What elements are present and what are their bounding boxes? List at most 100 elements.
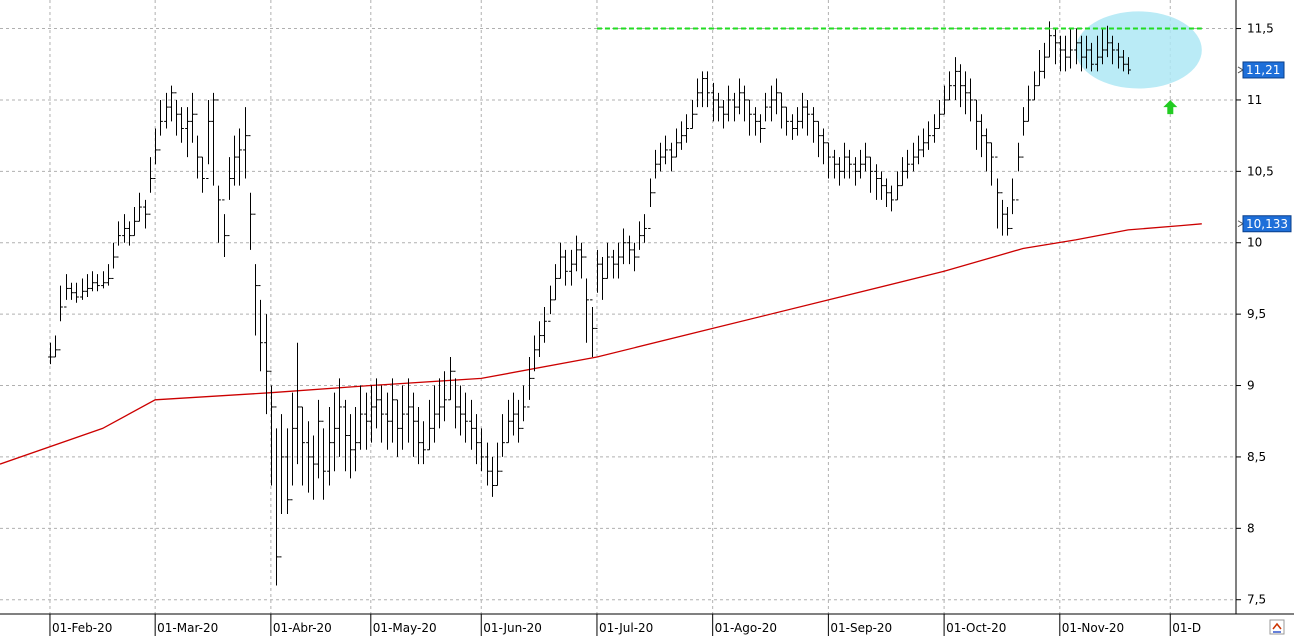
- price-bar: [958, 64, 963, 108]
- price-bar: [579, 242, 584, 279]
- x-tick-label: 01-Jul-20: [599, 621, 653, 635]
- price-bar: [1095, 35, 1100, 72]
- price-bar: [658, 142, 663, 172]
- y-tick-label: 10: [1247, 236, 1262, 250]
- price-bar: [642, 214, 647, 243]
- price-bar: [584, 256, 589, 343]
- price-bar: [1063, 35, 1068, 72]
- price-bar: [95, 274, 100, 292]
- x-tick-label: 01-Jun-20: [483, 621, 542, 635]
- price-bar: [290, 392, 295, 501]
- price-bar: [932, 114, 937, 143]
- x-tick-label: 01-Abr-20: [273, 621, 332, 635]
- price-bar: [101, 271, 106, 289]
- price-bar: [390, 378, 395, 443]
- price-bar: [58, 285, 63, 351]
- price-bar: [905, 149, 910, 179]
- price-bar: [690, 99, 695, 130]
- price-bar: [321, 420, 326, 500]
- price-bar: [974, 99, 979, 150]
- price-bar: [721, 99, 726, 129]
- price-bar: [1116, 42, 1121, 69]
- price-bar: [232, 135, 237, 186]
- price-bar: [111, 242, 116, 279]
- price-bar: [1005, 207, 1010, 236]
- price-bar: [837, 157, 842, 186]
- price-bar: [427, 399, 432, 451]
- price-bar: [353, 406, 358, 472]
- price-bar: [227, 157, 232, 237]
- price-bar: [511, 392, 516, 436]
- price-bar: [269, 370, 274, 486]
- price-bar: [374, 378, 379, 429]
- price-bar: [674, 128, 679, 158]
- corner-settings-icon[interactable]: [1269, 619, 1285, 635]
- price-bar: [300, 406, 305, 486]
- price-bar: [279, 414, 284, 558]
- price-bar: [437, 378, 442, 429]
- price-bar: [485, 442, 490, 486]
- moving-average-line: [0, 223, 1202, 465]
- price-bar: [747, 99, 752, 136]
- price-bar: [237, 128, 242, 186]
- price-bar: [474, 414, 479, 465]
- y-tick-label: 7,5: [1247, 593, 1266, 607]
- price-bar: [947, 71, 952, 101]
- price-bar: [243, 107, 248, 179]
- price-bar: [569, 249, 574, 286]
- price-bar: [306, 421, 311, 493]
- price-bar: [795, 107, 800, 136]
- price-bar: [1079, 35, 1084, 72]
- price-bar: [90, 271, 95, 292]
- price-bar: [127, 221, 132, 246]
- price-bar: [953, 57, 958, 100]
- x-tick-label: 01-Mar-20: [157, 621, 218, 635]
- x-tick-label: 01-Feb-20: [52, 621, 112, 635]
- price-bar: [821, 128, 826, 165]
- price-bar: [469, 399, 474, 450]
- price-bar: [874, 164, 879, 200]
- highlight-ellipse-layer: [1075, 11, 1202, 89]
- price-bar: [816, 120, 821, 158]
- price-bar: [211, 92, 216, 186]
- price-bar: [753, 107, 758, 136]
- price-bar: [769, 85, 774, 122]
- price-bar: [53, 335, 58, 358]
- price-bar: [853, 157, 858, 186]
- price-bar: [532, 335, 537, 379]
- price-bar: [1037, 49, 1042, 87]
- price-bar: [258, 285, 263, 372]
- price-bar: [463, 392, 468, 443]
- price-bar: [911, 142, 916, 172]
- price-bar: [705, 71, 710, 108]
- price-bar: [800, 92, 805, 129]
- price-bar: [863, 142, 868, 172]
- badge-box: [1242, 215, 1292, 233]
- price-bar: [500, 414, 505, 472]
- x-tick-label: 01-D: [1172, 621, 1201, 635]
- price-bar: [1016, 142, 1021, 201]
- price-bar: [1026, 85, 1031, 122]
- price-bar: [916, 135, 921, 165]
- price-bar: [206, 99, 211, 179]
- price-bar: [521, 385, 526, 429]
- corner-box: [1269, 619, 1285, 635]
- price-bar: [648, 178, 653, 229]
- price-bar: [274, 406, 279, 586]
- price-bar: [784, 106, 789, 136]
- price-bar: [805, 99, 810, 136]
- price-bar: [879, 171, 884, 200]
- price-bar: [64, 274, 69, 308]
- price-bar: [379, 385, 384, 443]
- price-bar: [695, 78, 700, 115]
- moving-average: [0, 223, 1202, 465]
- price-bar: [679, 121, 684, 150]
- price-bar: [516, 399, 521, 443]
- price-bar: [1047, 21, 1052, 58]
- price-bar: [563, 249, 568, 286]
- price-bar: [868, 156, 873, 193]
- price-bar: [264, 314, 269, 415]
- price-bar: [842, 142, 847, 179]
- price-bar: [716, 92, 721, 122]
- price-bar: [790, 114, 795, 140]
